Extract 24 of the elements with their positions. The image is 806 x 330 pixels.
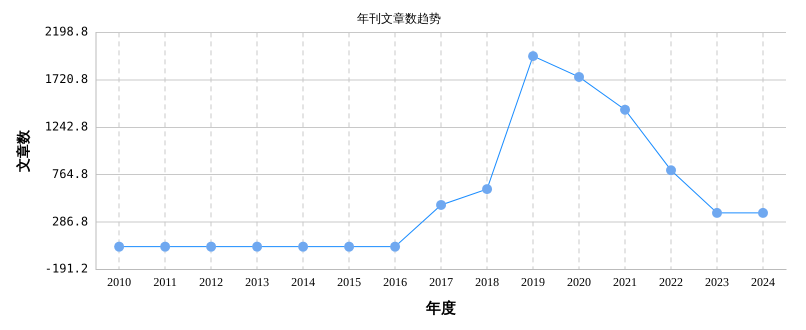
x-tick-label: 2019 — [521, 274, 546, 289]
x-tick-label: 2014 — [291, 274, 316, 289]
x-tick-label: 2017 — [429, 274, 454, 289]
x-tick-label: 2016 — [383, 274, 408, 289]
x-tick-label: 2024 — [751, 274, 776, 289]
x-tick-label: 2012 — [199, 274, 224, 289]
y-tick-label: 2198.8 — [44, 24, 88, 39]
x-tick-label: 2018 — [475, 274, 500, 289]
y-tick-label: -191.2 — [44, 262, 88, 276]
x-tick-label: 2011 — [153, 274, 177, 289]
y-tick-label: 286.8 — [52, 214, 88, 228]
x-tick-label: 2020 — [567, 274, 592, 289]
x-tick-label: 2015 — [337, 274, 362, 289]
y-tick-label: 764.8 — [52, 166, 88, 181]
y-tick-label: 1720.8 — [44, 72, 88, 86]
x-tick-label: 2023 — [705, 274, 730, 289]
chart-title: 年刊文章数趋势 — [357, 11, 441, 26]
x-tick-label: 2021 — [613, 274, 638, 289]
x-axis-title: 年度 — [425, 298, 456, 317]
x-tick-label: 2013 — [245, 274, 270, 289]
y-axis-title: 文章数 — [15, 129, 32, 173]
x-tick-label: 2022 — [659, 274, 684, 289]
y-tick-label: 1242.8 — [44, 119, 88, 134]
x-tick-label: 2010 — [107, 274, 132, 289]
